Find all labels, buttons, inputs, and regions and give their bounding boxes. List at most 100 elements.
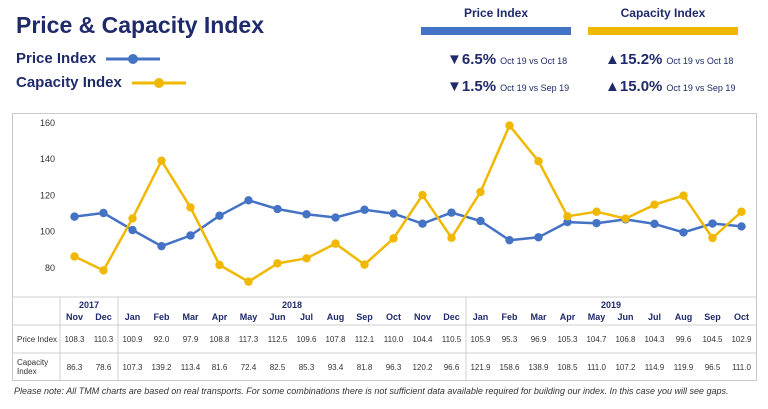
x-tick-label: Jul — [300, 312, 313, 322]
data-point — [273, 259, 282, 268]
x-tick-label: Nov — [414, 312, 431, 322]
series-line — [73, 124, 743, 283]
data-point — [418, 190, 427, 200]
data-point — [563, 212, 572, 221]
up-arrow-icon: ▲ — [605, 51, 620, 68]
data-point — [621, 214, 630, 223]
x-tick-label: Jan — [473, 312, 489, 322]
data-point — [331, 239, 340, 248]
up-arrow-icon: ▲ — [605, 78, 620, 95]
y-tick-label: 120 — [40, 190, 55, 200]
stat-desc: Oct 19 vs Oct 18 — [500, 56, 568, 66]
price-yoy-stat: ▼6.5% Oct 19 vs Oct 18 — [447, 51, 567, 68]
data-point — [128, 214, 137, 223]
price-header-bar — [421, 27, 571, 35]
legend-capacity: Capacity Index — [16, 74, 188, 91]
capacity-header-bar — [588, 27, 738, 35]
data-point — [737, 222, 746, 231]
x-tick-label: Dec — [95, 312, 112, 322]
capacity-yoy-stat: ▲15.2% Oct 19 vs Oct 18 — [605, 51, 733, 68]
data-point — [99, 266, 108, 275]
table-cell: 110.0 — [384, 335, 404, 344]
data-point — [679, 191, 688, 200]
stat-value: 6.5% — [461, 51, 497, 68]
data-point — [505, 235, 514, 245]
data-point — [360, 260, 369, 269]
x-tick-label: Jun — [269, 312, 285, 322]
data-point — [592, 218, 601, 228]
y-tick-label: 100 — [40, 227, 55, 237]
data-point — [679, 228, 688, 237]
data-point — [99, 208, 108, 218]
table-cell: 86.3 — [67, 363, 83, 372]
data-point — [215, 211, 224, 220]
table-cell: 72.4 — [241, 363, 257, 372]
table-cell: 104.3 — [644, 335, 665, 344]
data-point — [708, 233, 717, 243]
data-point — [592, 207, 601, 216]
table-cell: 114.9 — [645, 363, 665, 372]
table-cell: 105.3 — [557, 335, 578, 344]
data-point — [302, 210, 311, 219]
footnote: Please note: All TMM charts are based on… — [14, 386, 729, 396]
year-label: 2018 — [282, 300, 302, 310]
table-cell: 109.6 — [296, 335, 317, 344]
x-tick-label: Mar — [182, 312, 199, 322]
data-point — [70, 212, 79, 221]
price-column-header: Price Index — [463, 6, 529, 20]
table-cell: 78.6 — [96, 363, 112, 372]
chart-frame: 80 100 120 140 160 2017 2018 2019 Nov Dec Jan Feb Ma… — [12, 113, 757, 381]
legend-capacity-swatch — [131, 77, 186, 88]
down-arrow-icon: ▼ — [447, 51, 462, 68]
data-point — [650, 200, 659, 209]
table-cell: 113.4 — [181, 363, 201, 372]
data-point — [244, 196, 253, 205]
x-tick-label: Feb — [501, 312, 518, 322]
data-point — [534, 233, 543, 242]
table-cell: 96.9 — [531, 335, 547, 344]
data-point — [244, 277, 253, 286]
table-cell: 111.0 — [587, 363, 606, 372]
table-cell: 139.2 — [151, 363, 172, 372]
stat-desc: Oct 19 vs Oct 18 — [666, 56, 734, 66]
x-tick-label: Mar — [530, 312, 547, 322]
data-point — [273, 204, 282, 214]
x-tick-label: May — [240, 312, 258, 322]
data-point — [447, 233, 456, 243]
table-cell: 92.0 — [154, 335, 170, 344]
x-tick-label: Dec — [443, 312, 460, 322]
y-tick-label: 160 — [40, 118, 55, 128]
data-point — [70, 252, 79, 261]
table-cell: 104.4 — [412, 335, 433, 344]
table-cell: 111.0 — [732, 363, 751, 372]
data-point — [708, 219, 717, 228]
price-mom-stat: ▼1.5% Oct 19 vs Sep 19 — [447, 78, 569, 95]
stat-value: 15.2% — [619, 51, 663, 68]
row-label: Price Index — [17, 335, 57, 344]
table-cell: 158.6 — [499, 363, 520, 372]
table-cell: 117.3 — [239, 335, 259, 344]
table-cell: 108.8 — [209, 335, 230, 344]
stat-desc: Oct 19 vs Sep 19 — [500, 83, 570, 93]
data-point — [157, 156, 166, 165]
stat-value: 1.5% — [461, 78, 497, 95]
table-cell: 106.8 — [615, 335, 636, 344]
series-line — [74, 199, 742, 248]
data-point — [737, 207, 746, 216]
x-tick-label: Jul — [648, 312, 661, 322]
legend-price-swatch — [106, 53, 161, 64]
x-tick-label: Aug — [675, 312, 693, 322]
chart-title: Price & Capacity Index — [16, 12, 264, 38]
year-label: 2017 — [79, 300, 99, 310]
table-cell: 104.7 — [586, 335, 607, 344]
data-point — [186, 231, 195, 240]
table-cell: 110.5 — [442, 335, 462, 344]
data-point — [389, 209, 398, 218]
table-cell: 104.5 — [702, 335, 723, 344]
table-cell: 95.3 — [502, 335, 518, 344]
table-cell: 105.9 — [470, 335, 491, 344]
table-cell: 81.6 — [212, 363, 228, 372]
data-point — [360, 205, 369, 214]
table-cell: 110.3 — [94, 335, 114, 344]
stat-desc: Oct 19 vs Sep 19 — [666, 83, 736, 93]
